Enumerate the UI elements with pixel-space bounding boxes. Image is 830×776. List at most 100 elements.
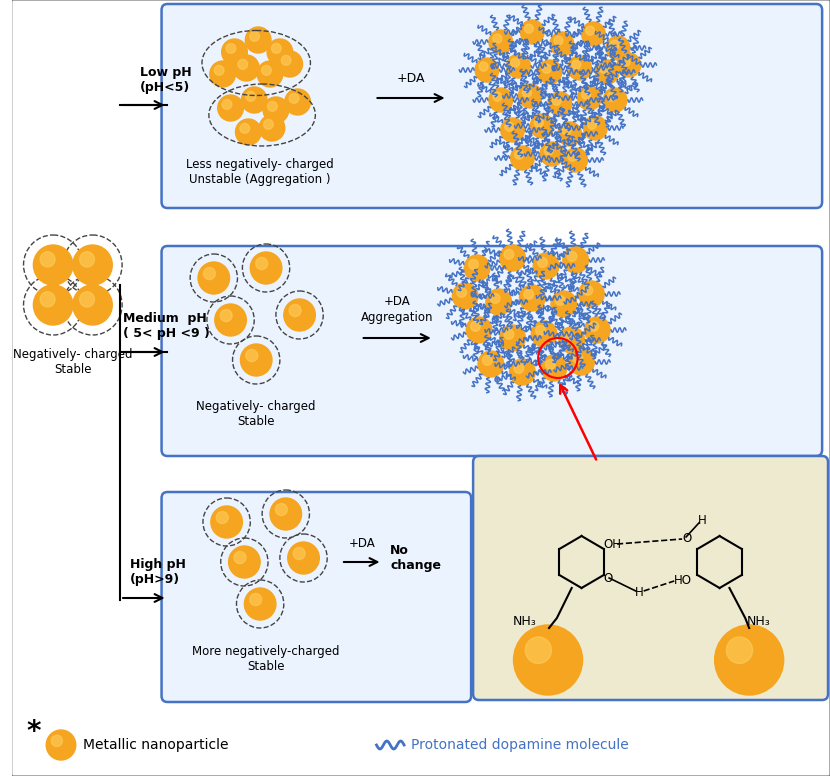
Text: +DA
Aggregation: +DA Aggregation (361, 295, 433, 324)
Circle shape (535, 325, 545, 335)
Circle shape (491, 293, 500, 303)
Circle shape (555, 296, 565, 305)
Circle shape (277, 51, 303, 77)
Text: H: H (698, 514, 706, 526)
Circle shape (582, 90, 591, 99)
Circle shape (276, 504, 287, 515)
Circle shape (222, 99, 232, 109)
Text: NH₃: NH₃ (747, 615, 771, 628)
Circle shape (466, 317, 492, 343)
Circle shape (567, 251, 577, 262)
Circle shape (271, 43, 281, 54)
Circle shape (505, 122, 514, 131)
Circle shape (551, 291, 577, 317)
Circle shape (569, 349, 594, 375)
Circle shape (510, 58, 520, 68)
FancyBboxPatch shape (162, 246, 822, 456)
Circle shape (464, 255, 490, 281)
Circle shape (564, 148, 588, 172)
Circle shape (250, 31, 260, 41)
Text: H: H (635, 586, 643, 598)
Circle shape (726, 637, 753, 663)
Circle shape (588, 120, 597, 129)
Circle shape (554, 36, 563, 45)
Circle shape (500, 325, 525, 351)
Text: OH: OH (603, 539, 621, 552)
Circle shape (233, 55, 259, 81)
Circle shape (603, 88, 627, 112)
Circle shape (234, 552, 246, 563)
Circle shape (40, 292, 55, 307)
Circle shape (582, 22, 605, 46)
Circle shape (51, 735, 62, 747)
Circle shape (251, 252, 282, 284)
Circle shape (214, 65, 224, 75)
Circle shape (217, 95, 243, 121)
Circle shape (238, 60, 247, 69)
Circle shape (540, 142, 564, 166)
Circle shape (506, 54, 530, 78)
Circle shape (46, 730, 76, 760)
Circle shape (33, 285, 73, 325)
Circle shape (617, 53, 641, 77)
Text: Less negatively- charged
Unstable (Aggregation ): Less negatively- charged Unstable (Aggre… (186, 158, 334, 186)
Circle shape (80, 251, 95, 267)
Circle shape (489, 30, 513, 54)
Circle shape (548, 92, 572, 116)
Circle shape (457, 287, 466, 297)
Circle shape (285, 89, 310, 115)
Text: O: O (603, 571, 613, 584)
Circle shape (469, 259, 478, 269)
Text: NH₃: NH₃ (512, 615, 536, 628)
Circle shape (579, 281, 604, 307)
Circle shape (236, 119, 261, 145)
FancyBboxPatch shape (162, 492, 471, 702)
Circle shape (267, 39, 293, 65)
Circle shape (226, 43, 236, 54)
Text: More negatively-charged
Stable: More negatively-charged Stable (193, 645, 339, 673)
Circle shape (524, 289, 534, 300)
Circle shape (531, 321, 557, 347)
Circle shape (558, 122, 582, 146)
Circle shape (217, 511, 228, 524)
Circle shape (608, 92, 616, 101)
Text: HO: HO (674, 573, 692, 587)
Circle shape (471, 321, 481, 331)
Circle shape (541, 355, 567, 381)
Circle shape (289, 93, 299, 103)
Circle shape (514, 625, 583, 695)
Circle shape (198, 262, 230, 294)
Circle shape (478, 351, 504, 377)
Circle shape (246, 92, 256, 102)
Circle shape (562, 126, 571, 135)
Circle shape (525, 637, 551, 663)
Circle shape (486, 289, 511, 315)
Circle shape (522, 88, 531, 97)
Circle shape (288, 542, 320, 574)
Text: Low pH
(pH<5): Low pH (pH<5) (140, 66, 192, 94)
Circle shape (246, 27, 271, 53)
Circle shape (244, 588, 276, 620)
Circle shape (246, 349, 258, 362)
Circle shape (578, 86, 601, 110)
Circle shape (525, 24, 534, 33)
Circle shape (568, 56, 592, 80)
Circle shape (510, 146, 535, 170)
Circle shape (520, 20, 544, 44)
Circle shape (586, 26, 594, 35)
Circle shape (475, 58, 499, 82)
Circle shape (257, 61, 283, 87)
Circle shape (544, 146, 553, 155)
Circle shape (493, 92, 502, 101)
Circle shape (545, 359, 555, 369)
Circle shape (520, 285, 545, 311)
Circle shape (211, 506, 242, 538)
Circle shape (568, 152, 577, 161)
Circle shape (573, 353, 583, 363)
Circle shape (584, 317, 610, 343)
Circle shape (250, 594, 261, 605)
Circle shape (621, 57, 630, 66)
Circle shape (533, 253, 559, 279)
Circle shape (228, 546, 260, 578)
Circle shape (263, 120, 273, 130)
